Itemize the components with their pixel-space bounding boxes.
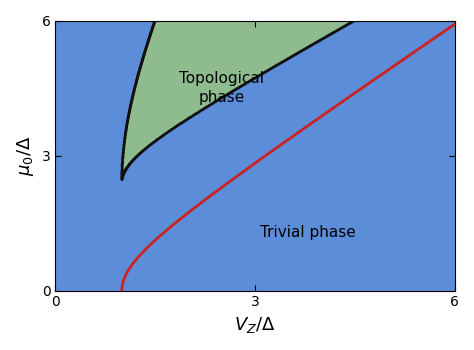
Y-axis label: $\mu_0/\Delta$: $\mu_0/\Delta$ [15, 135, 36, 176]
X-axis label: $V_Z/\Delta$: $V_Z/\Delta$ [234, 315, 276, 335]
Text: Trivial phase: Trivial phase [260, 225, 356, 239]
Text: Topological
phase: Topological phase [179, 71, 264, 105]
